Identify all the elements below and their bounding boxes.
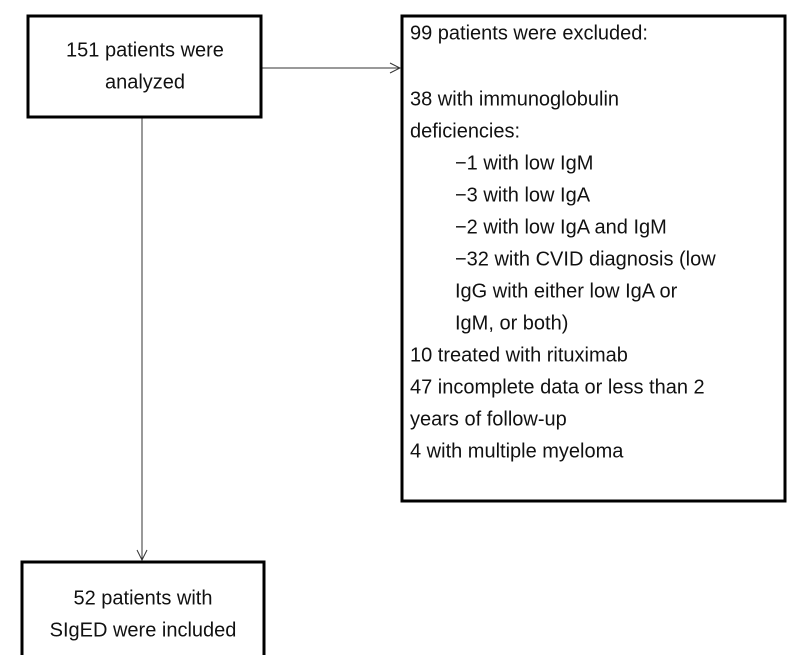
node: 52 patients with SIgED were included: [20, 560, 266, 655]
node-text: IgG with either low IgA or: [455, 280, 678, 302]
node-box: [400, 14, 787, 503]
node-text: 10 treated with rituximab: [410, 344, 628, 366]
node-text: 99 patients were excluded:: [410, 22, 648, 44]
node-text: 38 with immunoglobulin: [410, 88, 619, 110]
node-text: 52 patients with: [74, 587, 213, 609]
node-text: −2 with low IgA and IgM: [455, 216, 667, 238]
node-box: [26, 14, 263, 119]
node: 151 patients were analyzed: [26, 14, 263, 119]
node-text: analyzed: [105, 71, 185, 93]
node-text: SIgED were included: [50, 619, 237, 641]
node-text: deficiencies:: [410, 120, 520, 142]
node-text: −32 with CVID diagnosis (low: [455, 248, 716, 270]
node-text: −1 with low IgM: [455, 152, 593, 174]
node-text: 4 with multiple myeloma: [410, 440, 624, 462]
node-box: [20, 560, 266, 655]
node-text: years of follow-up: [410, 408, 567, 430]
node-text: 151 patients were: [66, 39, 224, 61]
node-text: −3 with low IgA: [455, 184, 591, 206]
node: 99 patients were excluded: 38 with immun…: [400, 14, 787, 503]
node-text: 47 incomplete data or less than 2: [410, 376, 705, 398]
node-text: IgM, or both): [455, 312, 568, 334]
